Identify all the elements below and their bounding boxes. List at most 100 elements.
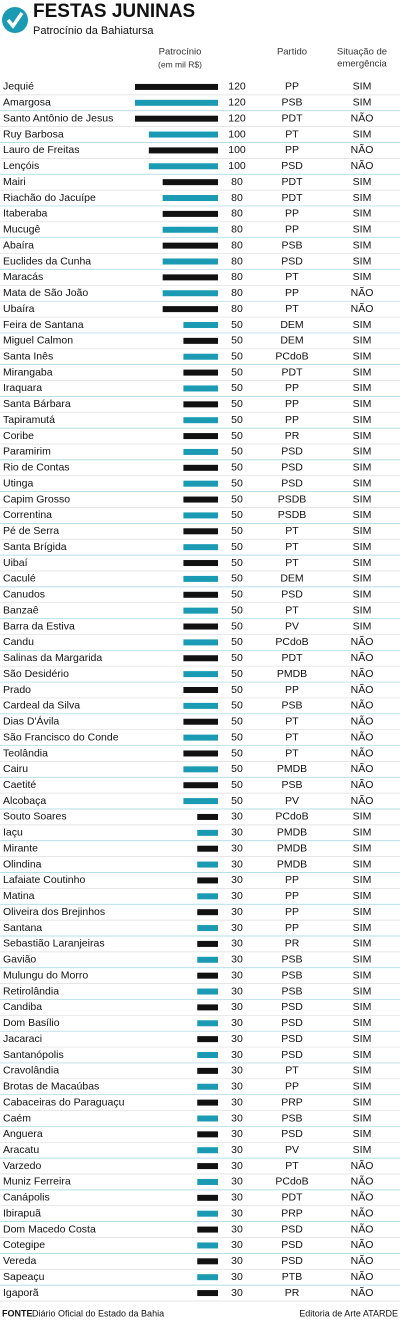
bar [183,766,218,773]
bar [183,448,218,455]
bar [197,893,218,900]
party: PCdoB [275,811,308,823]
bar [183,607,218,614]
city: Retirolândia [3,985,59,997]
emergency: NÃO [351,1270,374,1283]
value-label: 80 [231,208,243,220]
emergency: NÃO [351,1286,374,1299]
city: Cardeal da Silva [3,700,80,712]
bar [183,750,218,757]
value-label: 80 [231,224,243,236]
city: Dias D'Ávila [3,715,59,728]
emergency: SIM [353,1065,372,1077]
emergency: NÃO [351,302,374,315]
emergency: SIM [353,335,372,347]
value-label: 30 [231,938,243,950]
party: PT [285,747,299,759]
city: Euclides da Cunha [3,255,91,267]
value-label: 50 [231,493,243,505]
emergency: NÃO [351,651,374,664]
emergency: NÃO [351,762,374,775]
value-label: 50 [231,636,243,648]
bar [197,956,218,963]
city: Caetité [3,779,36,791]
value-label: 30 [231,811,243,823]
party: PR [285,938,300,950]
value-label: 50 [231,398,243,410]
emergency: SIM [353,239,372,251]
city: Mirangaba [3,366,53,378]
party: PP [285,287,299,299]
party: PP [285,1081,299,1093]
emergency: SIM [353,430,372,442]
party: PMDB [277,827,307,839]
party: PT [285,716,299,728]
party: PSD [281,1255,303,1267]
city: Brotas de Macaúbas [3,1081,99,1093]
city: Santa Brígida [3,541,67,553]
value-label: 30 [231,1001,243,1013]
value-label: 30 [231,827,243,839]
city: Banzaê [3,604,39,616]
value-label: 50 [231,684,243,696]
emergency: SIM [353,811,372,823]
city: Mirante [3,842,38,854]
value-label: 50 [231,541,243,553]
bar [183,623,218,630]
value-label: 50 [231,589,243,601]
city: Salinas da Margarida [3,652,102,664]
city: Lençóis [3,160,39,172]
value-label: 50 [231,731,243,743]
party: PSD [281,1001,303,1013]
credit: Editoria de Arte ATARDE [299,1308,398,1318]
value-label: 30 [231,1192,243,1204]
party: PV [285,620,299,632]
bar [197,1178,218,1185]
party: PT [285,604,299,616]
emergency: NÃO [351,715,374,728]
bar [197,1099,218,1106]
city: Iraquara [3,382,42,394]
bar [197,1004,218,1011]
value-label: 30 [231,890,243,902]
bar [197,1163,218,1170]
city: Prado [3,684,31,696]
emergency: SIM [353,176,372,188]
city: Aracatu [3,1144,39,1156]
party: PT [285,557,299,569]
city: Santo Antônio de Jesus [3,112,113,124]
value-label: 30 [231,1223,243,1235]
city: Santa Inês [3,351,53,363]
party: PP [285,144,299,156]
city: Canápolis [3,1192,50,1204]
bar [183,369,218,376]
value-label: 80 [231,239,243,251]
city: Feira de Santana [3,319,84,331]
emergency: SIM [353,938,372,950]
emergency: SIM [353,192,372,204]
bar [162,210,218,217]
value-label: 50 [231,716,243,728]
value-label: 30 [231,858,243,870]
party: PP [285,382,299,394]
emergency: NÃO [351,699,374,712]
emergency: SIM [353,1112,372,1124]
emergency: SIM [353,1096,372,1108]
emergency: SIM [353,509,372,521]
emergency: NÃO [351,1206,374,1219]
emergency: SIM [353,382,372,394]
value-label: 30 [231,1239,243,1251]
party: PP [285,922,299,934]
bar [197,1067,218,1074]
city: Alcobaça [3,795,46,807]
party: PR [285,430,300,442]
emergency: SIM [353,1081,372,1093]
party: PT [285,731,299,743]
city: Lafaiate Coutinho [3,874,85,886]
value-label: 120 [228,97,246,109]
city: Gavião [3,954,36,966]
emergency: NÃO [351,111,374,124]
city: Dom Basílio [3,1017,60,1029]
bar [197,877,218,884]
party: PT [285,1065,299,1077]
